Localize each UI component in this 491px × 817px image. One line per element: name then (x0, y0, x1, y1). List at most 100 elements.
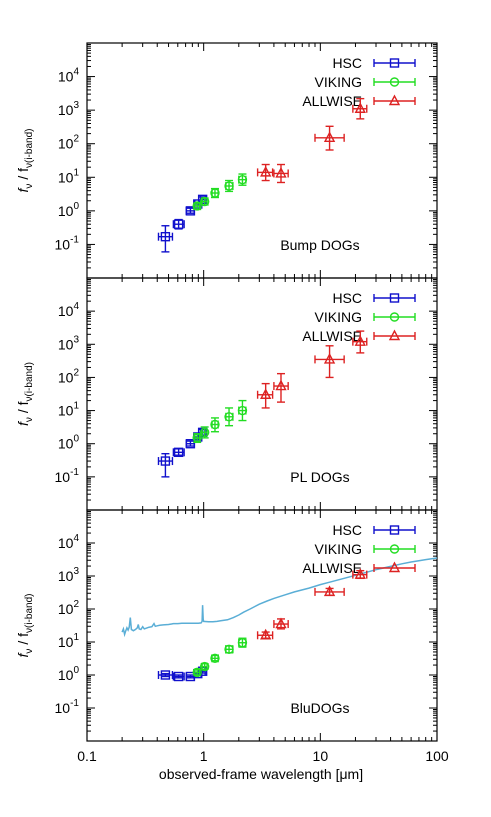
legend-marker (388, 94, 401, 106)
y-tick-label: 10-1 (55, 234, 80, 252)
y-tick-label: 100 (58, 434, 80, 452)
plot-frame (86, 509, 438, 742)
data-point (354, 102, 366, 113)
y-tick-label-base: 10 (58, 601, 74, 617)
data-point (224, 412, 234, 422)
data-point (260, 628, 272, 640)
y-tick-label-exponent: 2 (73, 599, 79, 610)
data-point (210, 653, 220, 664)
data-point (192, 667, 202, 678)
y-tick-label-base: 10 (58, 568, 74, 584)
y-tick-label-exponent: -1 (70, 467, 79, 478)
data-point (237, 638, 248, 648)
legend-label: VIKING (315, 309, 362, 325)
legend-label: ALLWISE (302, 328, 362, 344)
y-axis-label-sub: ν (24, 649, 35, 654)
y-axis-label-sub: ν (24, 417, 35, 422)
data-point (323, 352, 336, 364)
template-curve (121, 557, 438, 638)
y-tick-label: 103 (58, 334, 80, 352)
legend-marker (389, 293, 400, 303)
y-tick-label-exponent: 0 (73, 434, 79, 445)
y-tick-label: 103 (58, 100, 80, 118)
x-tick-label: 10 (313, 748, 329, 764)
x-tick-label: 1 (200, 748, 208, 764)
legend-label: ALLWISE (302, 93, 362, 109)
legend-label: ALLWISE (302, 560, 362, 576)
y-tick-label-base: 10 (58, 535, 74, 551)
y-tick-label-base: 10 (55, 469, 71, 485)
y-tick-label: 103 (58, 566, 80, 584)
legend-marker (389, 77, 400, 87)
data-point (185, 206, 196, 216)
legend-marker (389, 544, 400, 554)
data-point (275, 617, 287, 629)
data-point (160, 231, 171, 242)
data-point (210, 188, 220, 198)
y-tick-label-base: 10 (58, 369, 74, 385)
y-tick-label: 101 (58, 401, 80, 419)
y-tick-label-base: 10 (58, 102, 74, 118)
y-tick-label-base: 10 (58, 303, 74, 319)
y-tick-label-exponent: 1 (73, 401, 79, 412)
y-tick-label-exponent: 3 (73, 566, 79, 577)
y-axis-label-f: f (15, 420, 31, 426)
y-tick-label-base: 10 (58, 403, 74, 419)
legend-marker (389, 312, 400, 322)
data-point (192, 201, 202, 211)
legend-label: HSC (332, 522, 362, 538)
y-tick-label: 104 (58, 301, 80, 319)
y-tick-label-base: 10 (58, 436, 74, 452)
x-tick-label: 0.1 (77, 748, 97, 764)
x-tick-label: 100 (425, 748, 449, 764)
data-point (173, 447, 184, 458)
data-point (185, 439, 196, 449)
y-tick-label-base: 10 (55, 700, 71, 716)
y-tick-label-exponent: 3 (73, 100, 79, 111)
y-tick-label-base: 10 (58, 136, 74, 152)
plot-frame (86, 277, 438, 511)
y-tick-label-base: 10 (55, 236, 71, 252)
data-point (237, 174, 248, 185)
plot-frame (86, 42, 438, 279)
legend-marker (389, 58, 400, 68)
y-axis-label-sub2: ν(i-band) (24, 129, 35, 168)
data-point (323, 585, 336, 597)
legend-marker (389, 525, 400, 535)
data-point (224, 644, 234, 655)
y-axis-label-f: f (15, 186, 31, 192)
y-tick-label-exponent: 3 (73, 334, 79, 345)
legend-marker (388, 329, 401, 341)
y-tick-label-exponent: 4 (73, 301, 79, 312)
y-tick-label: 102 (58, 599, 80, 617)
y-axis-label: fν / fν(i-band) (15, 594, 35, 658)
y-axis-label-sub: ν (24, 184, 35, 189)
data-point (199, 661, 210, 672)
data-point (354, 335, 366, 346)
y-axis-label-mid: / f (15, 633, 31, 649)
x-axis: 0.1 1 10 100 (77, 748, 449, 764)
y-axis-label-sub2: ν(i-band) (24, 362, 35, 401)
y-tick-label-base: 10 (58, 667, 74, 683)
y-tick-label: 104 (58, 533, 80, 551)
legend-label: HSC (332, 290, 362, 306)
y-tick-label-base: 10 (58, 634, 74, 650)
x-axis-label: observed-frame wavelength [μm] (159, 766, 363, 782)
panel-label: BluDOGs (290, 700, 349, 716)
data-point (160, 670, 171, 680)
y-tick-label: 101 (58, 632, 80, 650)
data-point (323, 131, 336, 143)
y-tick-label-exponent: 1 (73, 167, 79, 178)
legend-label: VIKING (315, 541, 362, 557)
y-tick-label-exponent: 2 (73, 134, 79, 145)
y-tick-label: 102 (58, 134, 80, 152)
y-tick-label: 101 (58, 167, 80, 185)
y-axis-label-f: f (15, 651, 31, 657)
y-tick-label-exponent: 0 (73, 665, 79, 676)
y-tick-label: 102 (58, 367, 80, 385)
y-tick-label: 104 (58, 67, 80, 85)
data-point (260, 165, 272, 177)
